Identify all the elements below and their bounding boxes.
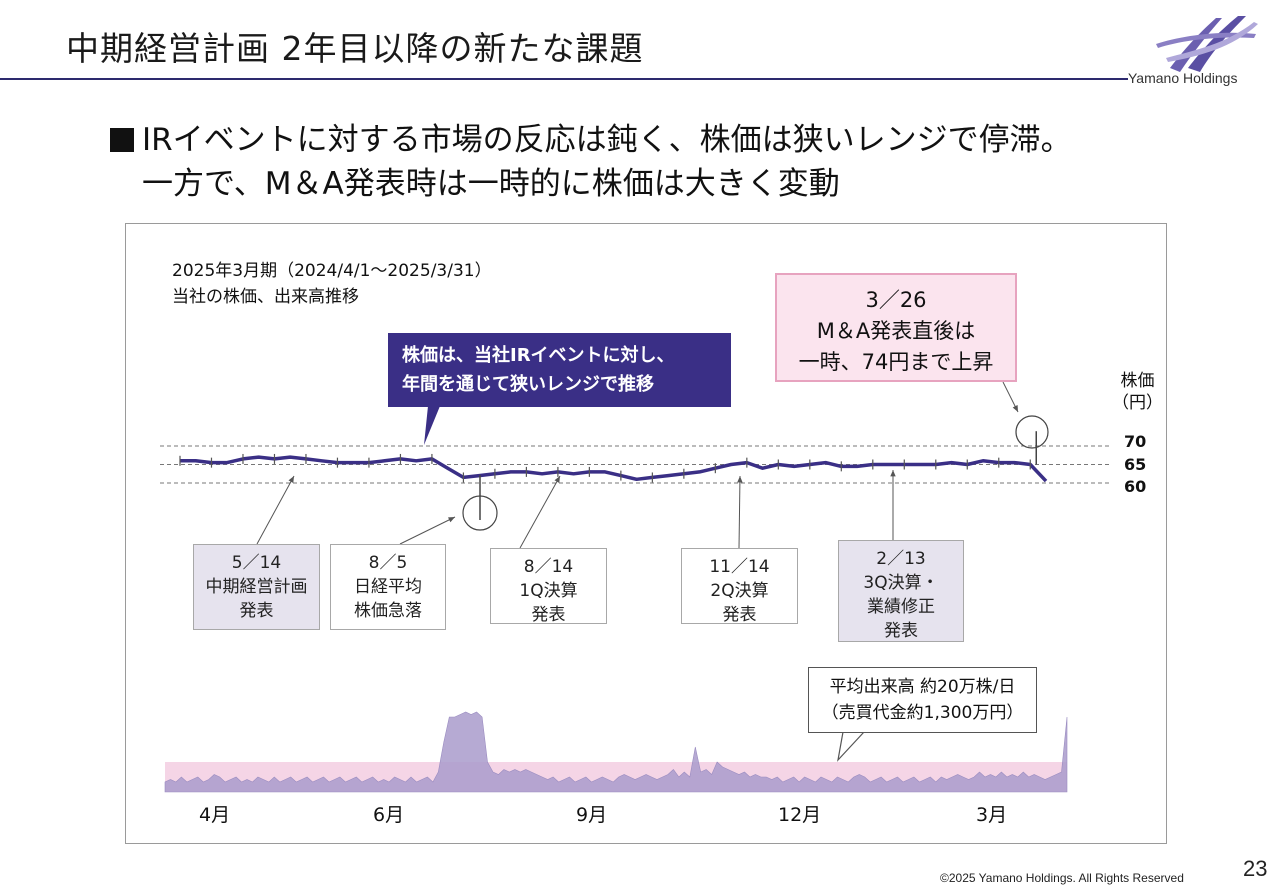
arrow-nikkei-drop bbox=[399, 516, 456, 545]
event-date: 11／14 bbox=[709, 557, 770, 577]
event-box-midterm-plan: 5／14 中期経営計画 発表 bbox=[193, 544, 320, 630]
y-unit-line2: （円） bbox=[1112, 393, 1163, 413]
arrow-1q bbox=[519, 475, 561, 549]
title-divider bbox=[0, 78, 1128, 80]
volume-area bbox=[164, 711, 1068, 793]
event-text: 発表 bbox=[722, 605, 757, 625]
range-callout: 株価は、当社IRイベントに対し、 年間を通じて狭いレンジで推移 bbox=[388, 333, 731, 407]
range-callout-tail bbox=[424, 406, 440, 445]
event-date: 5／14 bbox=[231, 553, 282, 573]
ma-callout-date: 3／26 bbox=[865, 288, 927, 312]
logo-text: Yamano Holdings bbox=[1128, 70, 1238, 86]
square-bullet-icon bbox=[110, 128, 134, 152]
event-box-3q: 2／13 3Q決算・ 業績修正 発表 bbox=[838, 540, 964, 642]
headline: IRイベントに対する市場の反応は鈍く、株価は狭いレンジで停滞。 一方で、M＆A発… bbox=[110, 118, 1072, 206]
chart-subtitle: 当社の株価、出来高推移 bbox=[172, 287, 359, 307]
event-text: 日経平均 bbox=[354, 577, 422, 597]
event-date: 8／14 bbox=[523, 557, 574, 577]
volume-callout-tail bbox=[837, 731, 866, 762]
y-tick-60: 60 bbox=[1124, 477, 1147, 496]
event-text: 中期経営計画 bbox=[205, 577, 308, 597]
month-label-apr: 4月 bbox=[199, 804, 231, 826]
arrow-2q-head bbox=[737, 476, 743, 483]
volume-callout: 平均出来高 約20万株/日 （売買代金約1,300万円） bbox=[808, 667, 1037, 733]
event-text: 3Q決算・ bbox=[863, 573, 939, 593]
volume-callout-line2: （売買代金約1,300万円） bbox=[821, 703, 1024, 723]
event-text: 業績修正 bbox=[867, 597, 935, 617]
event-text: 発表 bbox=[884, 621, 918, 641]
event-text: 2Q決算 bbox=[710, 581, 769, 601]
month-label-sep: 9月 bbox=[576, 804, 608, 826]
chart-title: 2025年3月期（2024/4/1～2025/3/31） 当社の株価、出来高推移 bbox=[172, 258, 492, 310]
event-text: 発表 bbox=[531, 605, 566, 625]
ma-callout-line2: M＆A発表直後は bbox=[816, 319, 976, 343]
event-text: 発表 bbox=[239, 601, 274, 621]
y-axis-unit: 株価 （円） bbox=[1112, 370, 1163, 414]
chart-panel bbox=[125, 223, 1167, 844]
copyright: ©2025 Yamano Holdings. All Rights Reserv… bbox=[940, 871, 1184, 885]
arrow-2q bbox=[738, 475, 741, 549]
ma-callout: 3／26 M＆A発表直後は 一時、74円まで上昇 bbox=[775, 273, 1017, 382]
event-box-1q: 8／14 1Q決算 発表 bbox=[490, 548, 607, 625]
event-text: 株価急落 bbox=[354, 601, 422, 621]
event-date: 2／13 bbox=[876, 549, 926, 569]
y-tick-65: 65 bbox=[1124, 455, 1147, 474]
volume-callout-line1: 平均出来高 約20万株/日 bbox=[829, 677, 1016, 697]
event-date: 8／5 bbox=[368, 553, 408, 573]
arrow-ma-head bbox=[1012, 405, 1018, 412]
range-callout-line2: 年間を通じて狭いレンジで推移 bbox=[402, 374, 654, 395]
range-callout-line1: 株価は、当社IRイベントに対し、 bbox=[402, 345, 675, 366]
headline-line2: 一方で、M＆A発表時は一時的に株価は大きく変動 bbox=[142, 166, 840, 202]
month-label-dec: 12月 bbox=[778, 804, 822, 826]
ma-spike-circle bbox=[1015, 415, 1049, 449]
event-box-nikkei-drop: 8／5 日経平均 株価急落 bbox=[330, 544, 446, 630]
chart-period: 2025年3月期（2024/4/1～2025/3/31） bbox=[172, 261, 492, 281]
arrow-3q-head bbox=[890, 470, 896, 477]
arrow-1q-head bbox=[554, 476, 560, 483]
y-tick-70: 70 bbox=[1124, 432, 1147, 451]
month-label-jun: 6月 bbox=[373, 804, 405, 826]
page-number: 23 bbox=[1243, 856, 1268, 881]
event-text: 1Q決算 bbox=[519, 581, 578, 601]
y-unit-line1: 株価 bbox=[1120, 371, 1155, 391]
arrow-midterm-plan bbox=[256, 475, 295, 545]
headline-line1: IRイベントに対する市場の反応は鈍く、株価は狭いレンジで停滞。 bbox=[142, 122, 1072, 158]
company-logo bbox=[1156, 16, 1258, 72]
arrow-nikkei-drop-head bbox=[448, 517, 455, 523]
arrow-midterm-plan-head bbox=[288, 476, 294, 483]
ma-callout-line3: 一時、74円まで上昇 bbox=[798, 350, 994, 374]
event-box-2q: 11／14 2Q決算 発表 bbox=[681, 548, 798, 625]
month-label-mar: 3月 bbox=[976, 804, 1008, 826]
price-line bbox=[180, 455, 1048, 483]
page-title: 中期経営計画 2年目以降の新たな課題 bbox=[66, 29, 644, 68]
